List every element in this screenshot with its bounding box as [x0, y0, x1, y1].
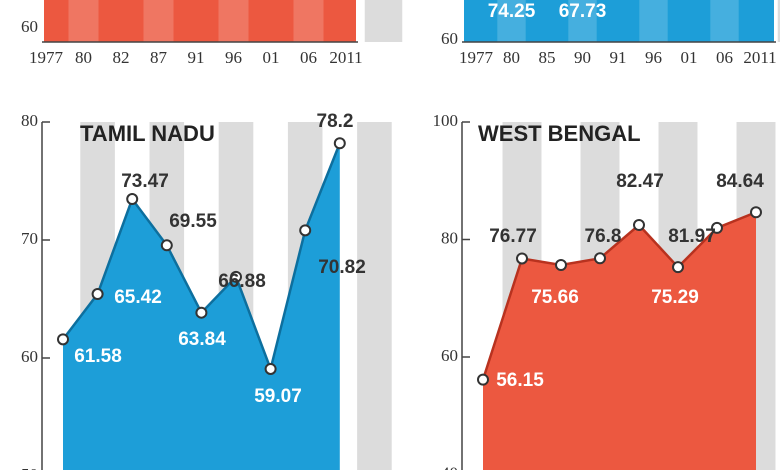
stripe: [777, 0, 780, 42]
x-tick-label: 01: [681, 48, 698, 67]
point: [57, 333, 69, 346]
y-tick-label: 80: [441, 228, 458, 247]
value-label: 81.97: [668, 226, 716, 247]
stripe: [497, 0, 526, 42]
x-tick-label: 87: [150, 48, 168, 67]
value-label: 78.2: [317, 111, 354, 132]
stripe: [357, 122, 392, 470]
value-label: 65.42: [114, 287, 162, 308]
value-label: 59.07: [254, 386, 302, 407]
x-tick-label: 91: [610, 48, 627, 67]
y-tick-label: 70: [21, 229, 38, 248]
x-tick-label: 06: [300, 48, 317, 67]
y-tick-label: 50: [21, 465, 38, 470]
value-label: 76.77: [489, 226, 537, 247]
point: [230, 270, 242, 283]
value-label: 69.55: [169, 211, 217, 232]
point: [126, 193, 139, 206]
point: [594, 252, 606, 265]
chart-title: WEST BENGAL: [478, 121, 641, 146]
x-tick-label: 80: [503, 48, 520, 67]
value-label: 70.82: [318, 257, 366, 278]
stripe: [68, 0, 99, 42]
value-label: 82.47: [616, 171, 664, 192]
point: [555, 258, 567, 271]
point: [160, 239, 173, 252]
area-fill: [44, 0, 356, 42]
value-label: 75.66: [531, 287, 579, 308]
stripe: [293, 0, 324, 42]
value-label: 67.73: [559, 1, 607, 22]
value-label: 56.15: [496, 370, 544, 391]
value-label: 76.8: [585, 226, 622, 247]
y-tick-label: 40: [441, 463, 458, 470]
stripe: [143, 0, 174, 42]
stripe: [710, 0, 739, 42]
x-tick-label: 90: [574, 48, 591, 67]
point: [633, 218, 645, 231]
point: [750, 206, 762, 219]
x-tick-label: 80: [75, 48, 92, 67]
stripe: [639, 0, 668, 42]
area-fill: [464, 0, 774, 42]
point: [711, 221, 723, 234]
x-tick-label: 2011: [743, 48, 776, 67]
point: [299, 224, 312, 237]
point: [477, 373, 489, 386]
value-label: 61.58: [74, 346, 122, 367]
x-tick-label: 2011: [329, 48, 362, 67]
x-tick-label: 1977: [29, 48, 64, 67]
point: [516, 252, 528, 265]
x-tick-label: 96: [225, 48, 242, 67]
value-label: 75.29: [651, 287, 699, 308]
y-tick-label: 60: [441, 29, 458, 48]
chart-title: TAMIL NADU: [80, 121, 215, 146]
x-tick-label: 82: [113, 48, 130, 67]
x-tick-label: 96: [645, 48, 662, 67]
stripe: [568, 0, 597, 42]
y-tick-label: 60: [441, 346, 458, 365]
x-tick-label: 01: [263, 48, 280, 67]
value-label: 73.47: [121, 171, 169, 192]
y-tick-label: 100: [433, 111, 459, 130]
stripe: [364, 0, 403, 42]
point: [264, 362, 277, 375]
x-tick-label: 1977: [459, 48, 494, 67]
line: [481, 211, 757, 381]
area-fill: [483, 212, 756, 470]
x-tick-label: 85: [539, 48, 556, 67]
y-tick-label: 60: [21, 17, 38, 36]
y-tick-label: 80: [21, 111, 38, 130]
stripe: [218, 0, 249, 42]
point: [672, 261, 684, 274]
value-label: 66.88: [218, 271, 266, 292]
value-label: 84.64: [716, 171, 764, 192]
point: [333, 137, 346, 150]
point: [91, 288, 104, 301]
value-label: 74.25: [488, 1, 536, 22]
x-tick-label: 91: [188, 48, 205, 67]
value-label: 63.84: [178, 329, 226, 350]
x-tick-label: 06: [716, 48, 733, 67]
point: [195, 306, 208, 319]
area-fill: [63, 143, 340, 470]
y-tick-label: 60: [21, 347, 38, 366]
